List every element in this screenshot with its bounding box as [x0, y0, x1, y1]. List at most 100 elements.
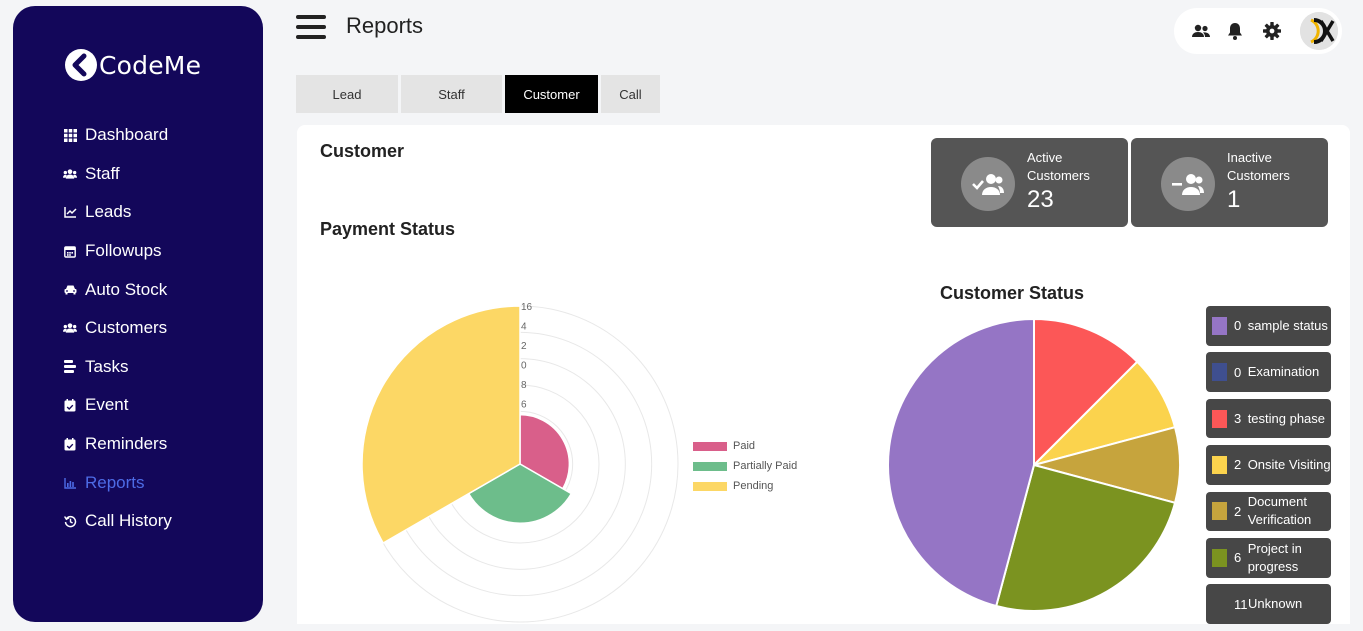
users-icon: [63, 321, 77, 335]
sidebar-item-staff[interactable]: Staff: [63, 155, 172, 194]
tab-lead[interactable]: Lead: [296, 75, 398, 113]
card-title: Customer: [320, 141, 405, 161]
codeme-logo-icon: [65, 49, 97, 81]
legend-label: Onsite Visiting: [1247, 456, 1331, 472]
sidebar-item-label: Staff: [85, 163, 120, 183]
user-check-icon: [961, 157, 1015, 211]
sidebar-item-label: Tasks: [85, 356, 129, 376]
legend-swatch: [1212, 502, 1227, 521]
inactive-customers-label: Inactive Customers: [1227, 150, 1290, 183]
legend-label: Paid: [733, 440, 756, 452]
tab-call[interactable]: Call: [601, 75, 660, 113]
users-icon: [63, 167, 77, 181]
tab-staff[interactable]: Staff: [401, 75, 502, 113]
active-customers-card: Active Customers 23: [931, 138, 1128, 227]
sidebar-item-label: Customers: [85, 318, 168, 338]
sidebar-item-label: Reports: [85, 472, 145, 492]
sidebar-item-leads[interactable]: Leads: [63, 193, 172, 232]
bar-chart-icon: [63, 476, 77, 490]
sidebar-item-dashboard[interactable]: Dashboard: [63, 116, 172, 155]
payment-status-title: Payment Status: [320, 219, 456, 239]
status-legend-item[interactable]: 0 Examination: [1206, 352, 1331, 392]
sidebar-nav: Dashboard Staff Leads Followups Auto Stock Cu…: [63, 116, 172, 541]
top-actions: [1174, 8, 1342, 54]
polar-tick-label: 8: [521, 380, 527, 391]
legend-count: 2: [1234, 503, 1242, 519]
polar-tick-label: 0: [521, 361, 527, 372]
legend-swatch: [1212, 316, 1227, 335]
payment-status-legend: Paid Partially Paid Pending: [693, 436, 797, 496]
sidebar-item-label: Event: [85, 395, 129, 415]
car-icon: [63, 283, 77, 297]
polar-segment-paid[interactable]: [519, 413, 571, 490]
status-legend-item[interactable]: 2 Onsite Visiting: [1206, 445, 1331, 485]
brand-name: CodeMe: [99, 50, 202, 80]
sidebar-item-label: Followups: [85, 241, 162, 261]
users-icon[interactable]: [1191, 21, 1211, 41]
legend-count: 3: [1234, 411, 1242, 427]
status-legend-item[interactable]: 6 Project in progress: [1206, 537, 1331, 578]
report-tabs: Lead Staff Customer Call: [296, 75, 663, 113]
calendar-check-icon: [63, 398, 77, 412]
legend-label: Unknown: [1248, 596, 1303, 612]
page-title: Reports: [346, 13, 424, 38]
menu-toggle-icon[interactable]: [296, 15, 326, 41]
polar-segment-partially-paid[interactable]: [467, 463, 573, 524]
customer-status-title: Customer Status: [940, 283, 1085, 303]
legend-item[interactable]: Pending: [693, 476, 797, 496]
legend-swatch: [1212, 595, 1227, 613]
inactive-customers-card: Inactive Customers 1: [1131, 138, 1328, 227]
tasks-icon: [63, 359, 77, 374]
pie-slice-testing-phase[interactable]: [1033, 317, 1139, 468]
polar-segment-pending[interactable]: [361, 305, 521, 545]
gear-icon[interactable]: [1262, 21, 1282, 41]
polar-tick-label: 4: [521, 322, 527, 333]
legend-swatch: [1212, 363, 1227, 382]
status-legend-item[interactable]: 11 Unknown: [1206, 584, 1331, 624]
pie-slice-project-in-progress[interactable]: [994, 463, 1177, 612]
polar-tick-label: 2: [521, 341, 527, 352]
status-legend-item[interactable]: 3 testing phase: [1206, 398, 1331, 439]
avatar[interactable]: [1300, 12, 1338, 50]
legend-count: 2: [1234, 457, 1242, 473]
legend-item[interactable]: Partially Paid: [693, 456, 797, 476]
sidebar-item-label: Call History: [85, 511, 172, 531]
legend-swatch: [693, 461, 727, 471]
brand-logo[interactable]: CodeMe: [65, 49, 201, 81]
chart-line-icon: [63, 205, 77, 219]
sidebar-item-event[interactable]: Event: [63, 386, 172, 425]
legend-label: Partially Paid: [733, 460, 798, 472]
active-customers-value: 23: [1027, 186, 1054, 213]
legend-swatch: [693, 441, 727, 451]
status-legend-item[interactable]: 2 Document Verification: [1206, 491, 1331, 532]
sidebar-item-followups[interactable]: Followups: [63, 232, 172, 271]
topbar: Reports: [263, 0, 1363, 62]
sidebar: CodeMe Dashboard Staff Leads Followups Auto …: [13, 6, 263, 622]
legend-count: 6: [1234, 550, 1242, 566]
tab-customer[interactable]: Customer: [505, 75, 598, 113]
inactive-customers-value: 1: [1227, 186, 1241, 213]
user-minus-icon: [1161, 157, 1215, 211]
active-customers-label: Active Customers: [1027, 150, 1090, 183]
status-legend-item[interactable]: 0 sample status: [1206, 306, 1331, 346]
sidebar-item-label: Leads: [85, 202, 132, 222]
customer-status-legend: 0 sample status 0 Examination 3 testing phase…: [1206, 306, 1331, 631]
calendar-icon: [63, 244, 77, 258]
legend-label: Document Verification: [1247, 494, 1312, 528]
sidebar-item-reminders[interactable]: Reminders: [63, 425, 172, 464]
legend-item[interactable]: Paid: [693, 436, 797, 456]
report-card: Customer Payment Status Active Customers…: [297, 125, 1350, 624]
sidebar-item-label: Auto Stock: [85, 279, 168, 299]
sidebar-item-auto-stock[interactable]: Auto Stock: [63, 270, 172, 309]
sidebar-item-customers[interactable]: Customers: [63, 309, 172, 348]
sidebar-item-reports[interactable]: Reports: [63, 463, 172, 502]
sidebar-item-label: Reminders: [85, 434, 168, 454]
sidebar-item-call-history[interactable]: Call History: [63, 502, 172, 541]
calendar-check-icon: [63, 437, 77, 451]
bell-icon[interactable]: [1225, 21, 1245, 41]
sidebar-item-tasks[interactable]: Tasks: [63, 348, 172, 387]
legend-label: Project in progress: [1247, 540, 1302, 574]
grid-icon: [63, 128, 77, 142]
pie-slice-unknown[interactable]: [887, 317, 1035, 608]
legend-count: 0: [1234, 364, 1242, 380]
